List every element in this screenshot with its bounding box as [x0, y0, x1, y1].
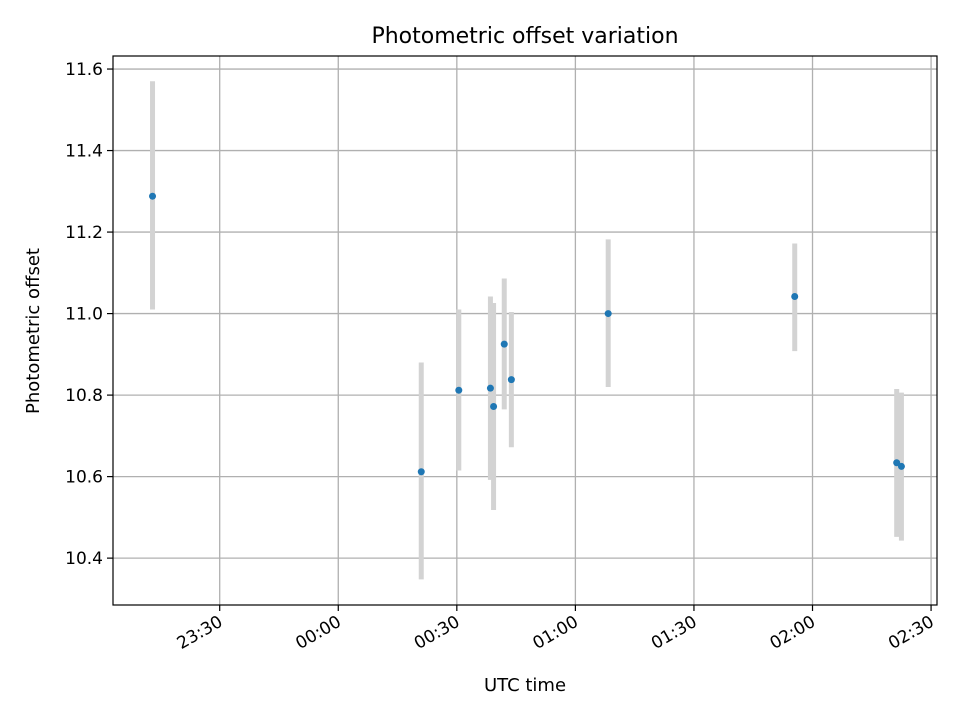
y-tick-label: 11.6: [65, 60, 103, 80]
data-point: [507, 376, 515, 384]
data-point: [149, 192, 157, 200]
data-point: [897, 462, 905, 470]
data-point: [486, 384, 494, 392]
data-point: [604, 310, 612, 318]
y-axis-label: Photometric offset: [23, 248, 44, 414]
data-point: [791, 292, 799, 300]
y-tick-label: 11.2: [65, 223, 103, 243]
data-point: [490, 403, 498, 411]
grid: [113, 56, 937, 605]
chart-title: Photometric offset variation: [371, 24, 678, 49]
y-tick-label: 10.6: [65, 468, 103, 488]
y-tick-label: 10.8: [65, 386, 103, 406]
x-axis-label: UTC time: [484, 675, 566, 696]
data-point: [893, 459, 901, 467]
data-points: [149, 192, 905, 476]
data-point: [500, 340, 508, 348]
y-tick-label: 10.4: [65, 549, 103, 569]
data-point: [417, 468, 425, 476]
y-tick-label: 11.4: [65, 142, 103, 162]
data-point: [455, 386, 463, 394]
y-axis-ticks: 10.4 10.6 10.8 11.0 11.2 11.4 11.6: [65, 60, 113, 569]
plot-frame: [112, 55, 938, 606]
y-tick-label: 11.0: [65, 305, 103, 325]
